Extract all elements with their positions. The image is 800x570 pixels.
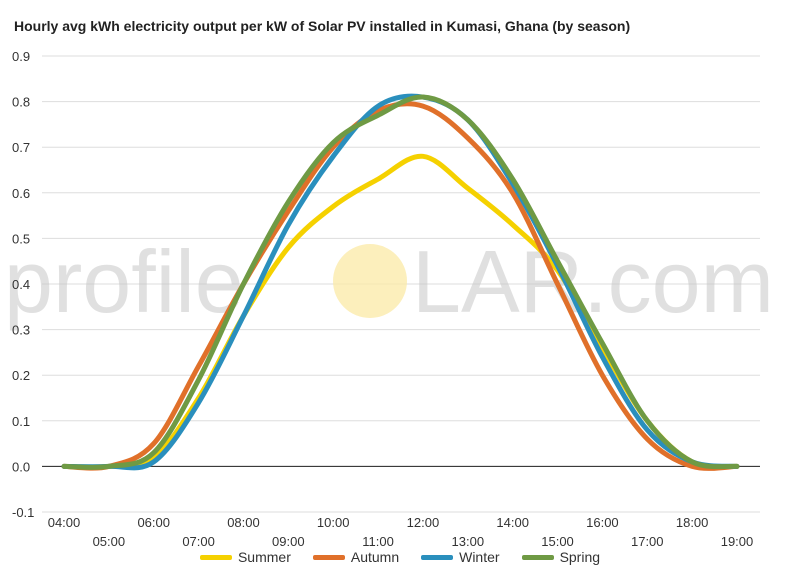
watermark-sun-icon (333, 244, 407, 318)
x-tick-label: 04:00 (48, 515, 81, 530)
y-tick-label: 0.9 (12, 49, 30, 64)
y-tick-label: 0.8 (12, 95, 30, 110)
legend-label: Spring (559, 549, 601, 565)
y-tick-label: 0.6 (12, 186, 30, 201)
legend-label: Winter (459, 549, 500, 565)
x-tick-label: 09:00 (272, 534, 305, 549)
legend-label: Summer (237, 549, 291, 565)
watermark-text-right: LAR.com (412, 232, 774, 331)
y-tick-label: 0.0 (12, 459, 30, 474)
y-tick-label: 0.5 (12, 231, 30, 246)
watermark: profile LAR.com (4, 232, 774, 331)
y-tick-label: 0.4 (12, 277, 30, 292)
series-lines (61, 93, 740, 471)
legend-item-winter: Winter (421, 549, 500, 565)
legend-label: Autumn (350, 549, 400, 565)
watermark-text-left: profile (4, 232, 244, 331)
x-tick-label: 07:00 (182, 534, 215, 549)
y-tick-label: 0.7 (12, 140, 30, 155)
y-tick-label: 0.3 (12, 323, 30, 338)
x-tick-label: 05:00 (93, 534, 126, 549)
x-tick-label: 14:00 (496, 515, 529, 530)
legend-item-spring: Spring (521, 549, 601, 565)
legend-swatch (521, 554, 554, 560)
x-tick-label: 18:00 (676, 515, 709, 530)
x-tick-label: 13:00 (452, 534, 485, 549)
y-tick-label: 0.2 (12, 368, 30, 383)
legend-item-summer: Summer (199, 549, 291, 565)
legend-item-autumn: Autumn (312, 549, 400, 565)
x-axis-ticks: 04:00 05:00 06:00 07:00 08:00 09:00 10:00 11:00… (48, 515, 754, 549)
x-tick-label: 17:00 (631, 534, 664, 549)
x-tick-label: 08:00 (227, 515, 260, 530)
x-tick-label: 10:00 (317, 515, 350, 530)
x-tick-label: 16:00 (586, 515, 619, 530)
y-tick-label: 0.1 (12, 414, 30, 429)
chart-title: Hourly avg kWh electricity output per kW… (14, 18, 631, 34)
y-axis-ticks: -0.1 0.0 0.1 0.2 0.3 0.4 0.5 0.6 0.7 0.8 0.9 (12, 49, 34, 520)
legend: Summer Autumn Winter Spring (0, 549, 800, 565)
x-tick-label: 06:00 (137, 515, 170, 530)
x-tick-label: 19:00 (721, 534, 754, 549)
x-tick-label: 12:00 (407, 515, 440, 530)
series-line-spring (61, 94, 740, 470)
legend-swatch (199, 554, 232, 560)
legend-swatch (421, 554, 454, 560)
legend-swatch (312, 554, 345, 560)
x-tick-label: 11:00 (362, 534, 394, 549)
series-line-winter (61, 93, 740, 471)
y-tick-label: -0.1 (12, 505, 34, 520)
x-tick-label: 15:00 (541, 534, 574, 549)
